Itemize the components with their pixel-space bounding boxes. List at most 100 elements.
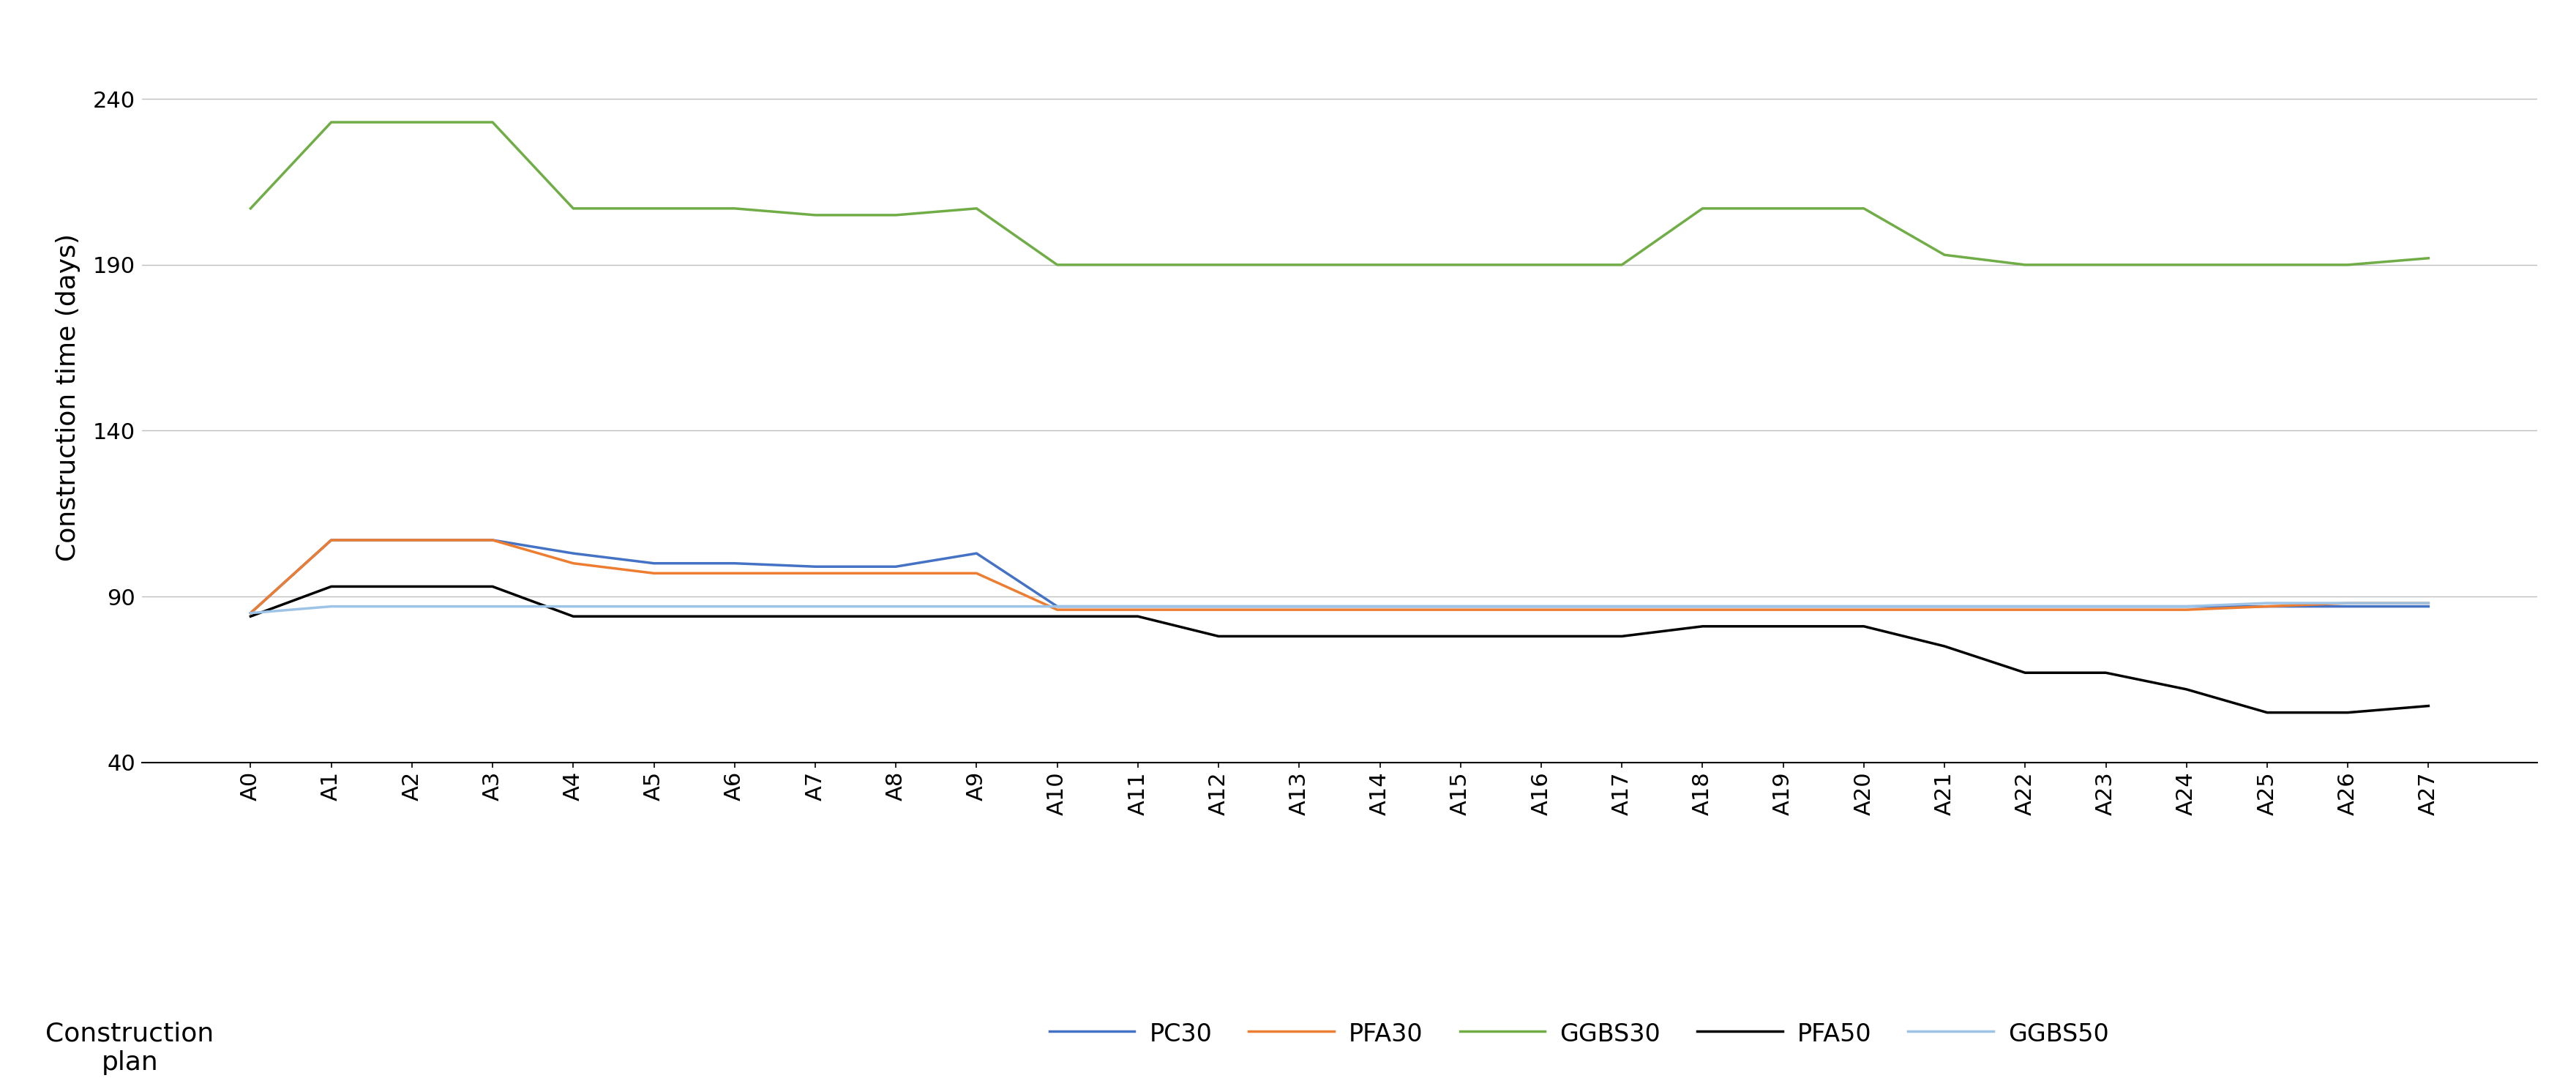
GGBS50 xyxy=(961,600,992,613)
GGBS30 xyxy=(961,201,992,215)
PC30 xyxy=(1365,600,1396,613)
GGBS50 xyxy=(1607,600,1638,613)
PFA50 xyxy=(639,610,670,623)
PFA30 xyxy=(2089,603,2120,616)
GGBS50 xyxy=(1687,600,1718,613)
GGBS30 xyxy=(397,115,428,129)
GGBS50 xyxy=(2414,597,2445,610)
PC30 xyxy=(1123,600,1154,613)
PFA30 xyxy=(2009,603,2040,616)
PFA30 xyxy=(1445,603,1476,616)
Text: Construction
plan: Construction plan xyxy=(46,1021,214,1075)
PFA30 xyxy=(961,566,992,579)
PFA30 xyxy=(1283,603,1314,616)
GGBS50 xyxy=(881,600,912,613)
PC30 xyxy=(1283,600,1314,613)
GGBS50 xyxy=(234,607,265,620)
GGBS30 xyxy=(1041,258,1072,271)
PFA30 xyxy=(1767,603,1798,616)
PFA50 xyxy=(559,610,590,623)
Y-axis label: Construction time (days): Construction time (days) xyxy=(57,233,80,562)
GGBS30 xyxy=(2331,258,2362,271)
GGBS30 xyxy=(1607,258,1638,271)
GGBS50 xyxy=(1850,600,1880,613)
GGBS30 xyxy=(2089,258,2120,271)
PC30 xyxy=(317,534,348,547)
GGBS30 xyxy=(1203,258,1234,271)
GGBS30 xyxy=(1850,201,1880,215)
PFA30 xyxy=(477,534,507,547)
GGBS30 xyxy=(477,115,507,129)
GGBS50 xyxy=(1929,600,1960,613)
PFA30 xyxy=(1687,603,1718,616)
PFA30 xyxy=(234,607,265,620)
GGBS50 xyxy=(559,600,590,613)
GGBS30 xyxy=(317,115,348,129)
PFA50 xyxy=(2331,706,2362,719)
GGBS30 xyxy=(1929,248,1960,261)
GGBS50 xyxy=(477,600,507,613)
GGBS50 xyxy=(2089,600,2120,613)
PFA50 xyxy=(477,580,507,594)
PFA30 xyxy=(2414,597,2445,610)
PFA30 xyxy=(881,566,912,579)
PC30 xyxy=(639,556,670,570)
PFA50 xyxy=(2089,666,2120,680)
GGBS50 xyxy=(1525,600,1556,613)
PC30 xyxy=(719,556,750,570)
Line: PFA30: PFA30 xyxy=(250,540,2429,613)
GGBS50 xyxy=(2251,597,2282,610)
PC30 xyxy=(1607,600,1638,613)
PFA50 xyxy=(799,610,829,623)
PFA30 xyxy=(1525,603,1556,616)
PC30 xyxy=(2414,600,2445,613)
PFA50 xyxy=(1283,629,1314,643)
PFA50 xyxy=(1850,620,1880,633)
GGBS30 xyxy=(1123,258,1154,271)
GGBS30 xyxy=(2414,252,2445,265)
PC30 xyxy=(1203,600,1234,613)
Legend: PC30, PFA30, GGBS30, PFA50, GGBS50: PC30, PFA30, GGBS30, PFA50, GGBS50 xyxy=(1041,1012,2117,1056)
GGBS30 xyxy=(1445,258,1476,271)
GGBS50 xyxy=(1041,600,1072,613)
GGBS50 xyxy=(1445,600,1476,613)
PC30 xyxy=(477,534,507,547)
Line: PC30: PC30 xyxy=(250,540,2429,613)
PFA30 xyxy=(719,566,750,579)
PC30 xyxy=(1445,600,1476,613)
GGBS50 xyxy=(2172,600,2202,613)
PFA30 xyxy=(1123,603,1154,616)
PC30 xyxy=(2251,600,2282,613)
GGBS30 xyxy=(1525,258,1556,271)
PFA30 xyxy=(1365,603,1396,616)
PC30 xyxy=(1929,600,1960,613)
GGBS30 xyxy=(2009,258,2040,271)
PFA30 xyxy=(1203,603,1234,616)
PC30 xyxy=(1525,600,1556,613)
GGBS30 xyxy=(1687,201,1718,215)
PFA30 xyxy=(1929,603,1960,616)
PC30 xyxy=(559,547,590,560)
PFA50 xyxy=(1525,629,1556,643)
PFA50 xyxy=(2009,666,2040,680)
GGBS50 xyxy=(799,600,829,613)
PFA50 xyxy=(1687,620,1718,633)
PC30 xyxy=(1850,600,1880,613)
PFA50 xyxy=(1365,629,1396,643)
PFA50 xyxy=(1041,610,1072,623)
GGBS50 xyxy=(397,600,428,613)
GGBS30 xyxy=(719,201,750,215)
Line: GGBS30: GGBS30 xyxy=(250,122,2429,265)
PC30 xyxy=(1767,600,1798,613)
GGBS50 xyxy=(1283,600,1314,613)
GGBS30 xyxy=(799,209,829,222)
PFA50 xyxy=(1929,639,1960,652)
GGBS50 xyxy=(1203,600,1234,613)
PFA30 xyxy=(559,556,590,570)
GGBS30 xyxy=(1767,201,1798,215)
PFA50 xyxy=(317,580,348,594)
GGBS50 xyxy=(639,600,670,613)
PFA50 xyxy=(2414,699,2445,712)
PFA50 xyxy=(961,610,992,623)
GGBS50 xyxy=(719,600,750,613)
